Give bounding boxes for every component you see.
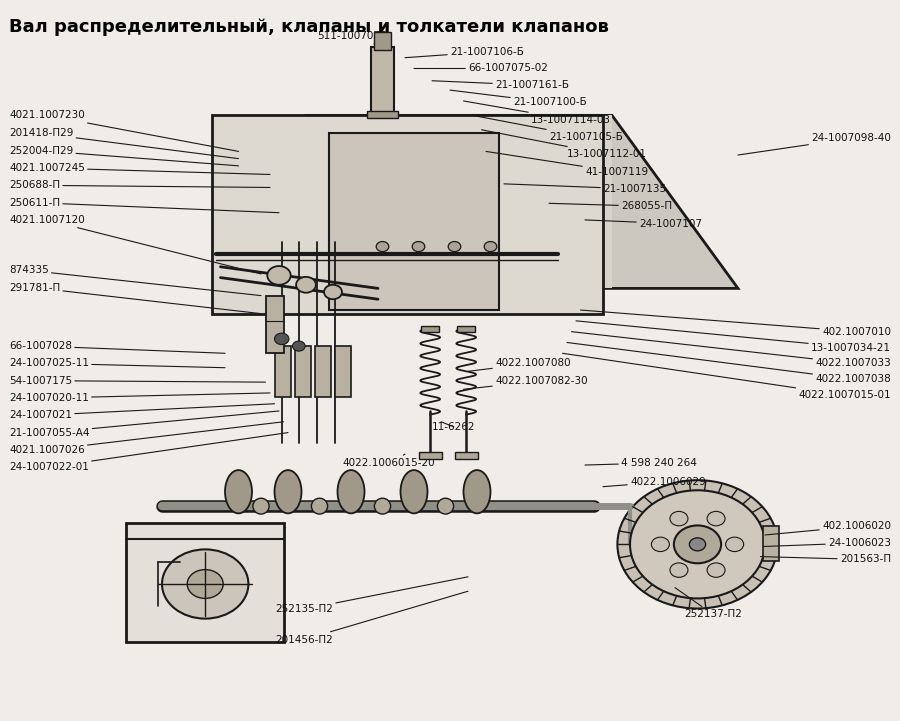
FancyBboxPatch shape [421,326,439,332]
Text: 4021.1007230: 4021.1007230 [9,110,238,151]
Text: 21-1007105-Б: 21-1007105-Б [472,115,623,142]
Ellipse shape [464,470,490,513]
Circle shape [652,537,670,552]
FancyBboxPatch shape [126,523,284,642]
FancyBboxPatch shape [763,526,779,561]
Circle shape [707,563,725,578]
Text: 24-1007021: 24-1007021 [9,404,274,420]
Circle shape [448,242,461,252]
Text: 250611-П: 250611-П [9,198,279,213]
Ellipse shape [225,470,252,513]
FancyBboxPatch shape [374,32,391,50]
Text: 24-1007022-01: 24-1007022-01 [9,433,288,472]
Text: 252004-П29: 252004-П29 [9,146,238,166]
Ellipse shape [338,470,364,513]
FancyBboxPatch shape [266,296,284,353]
Text: 21-1007100-Б: 21-1007100-Б [450,90,587,107]
FancyBboxPatch shape [335,346,351,397]
FancyBboxPatch shape [328,133,500,310]
Polygon shape [306,115,738,288]
Circle shape [376,242,389,252]
Text: 4 598 240 264: 4 598 240 264 [585,458,697,468]
Circle shape [670,563,688,578]
FancyBboxPatch shape [315,346,331,397]
Text: 13-1007112-01: 13-1007112-01 [482,130,647,159]
Text: 4021.1007245: 4021.1007245 [9,163,270,174]
Text: 250688-П: 250688-П [9,180,270,190]
Text: 66-1007075-02: 66-1007075-02 [414,63,548,74]
Text: 402.1007010: 402.1007010 [580,310,891,337]
Text: 11-6262: 11-6262 [432,422,475,432]
Circle shape [162,549,248,619]
Text: 21-1007055-А4: 21-1007055-А4 [9,411,279,438]
Circle shape [292,341,305,351]
Text: Вал распределительный, клапаны и толкатели клапанов: Вал распределительный, клапаны и толкате… [9,18,609,36]
FancyBboxPatch shape [457,326,475,332]
Text: 874335: 874335 [9,265,261,296]
Circle shape [274,333,289,345]
Circle shape [267,266,291,285]
Ellipse shape [253,498,269,514]
Text: 268055-П: 268055-П [549,201,672,211]
Text: 4022.1007033: 4022.1007033 [572,332,891,368]
Ellipse shape [311,498,328,514]
Circle shape [630,490,765,598]
Text: 24-1006023: 24-1006023 [763,538,891,548]
Circle shape [187,570,223,598]
Text: 4022.1007038: 4022.1007038 [567,342,891,384]
FancyBboxPatch shape [274,346,291,397]
FancyBboxPatch shape [367,111,398,118]
Text: 66-1007028: 66-1007028 [9,341,225,353]
Text: 4022.1007080: 4022.1007080 [468,358,571,371]
Text: 201456-П2: 201456-П2 [275,591,468,645]
Text: 252135-П2: 252135-П2 [275,577,468,614]
Text: 4022.1007015-01: 4022.1007015-01 [562,353,891,400]
Text: 4021.1007120: 4021.1007120 [9,215,261,274]
Ellipse shape [437,498,454,514]
Text: 201418-П29: 201418-П29 [9,128,238,159]
Circle shape [725,537,743,552]
FancyBboxPatch shape [454,452,478,459]
FancyBboxPatch shape [295,346,311,397]
Text: 201563-П: 201563-П [760,554,891,565]
FancyBboxPatch shape [306,115,612,288]
Text: 24-1007025-11: 24-1007025-11 [9,358,225,368]
Text: 4022.1006015-20: 4022.1006015-20 [342,454,435,468]
Text: 13-1007034-21: 13-1007034-21 [576,321,891,353]
Circle shape [689,538,706,551]
Ellipse shape [400,470,428,513]
Text: 24-1007020-11: 24-1007020-11 [9,393,270,403]
Circle shape [296,277,316,293]
Text: 13-1007114-03: 13-1007114-03 [464,101,611,125]
Text: 291781-П: 291781-П [9,283,261,314]
Text: 41-1007119: 41-1007119 [486,151,648,177]
Circle shape [617,480,778,609]
Text: 24-1007107: 24-1007107 [585,218,702,229]
Text: 24-1007098-40: 24-1007098-40 [738,133,891,155]
Text: 511-1007076: 511-1007076 [318,31,387,47]
Text: 21-1007161-Б: 21-1007161-Б [432,80,569,90]
Text: 21-1007135: 21-1007135 [504,184,666,194]
FancyBboxPatch shape [418,452,442,459]
Text: 4022.1006029: 4022.1006029 [603,477,706,487]
Circle shape [674,526,721,563]
Circle shape [670,511,688,526]
Text: 252137-П2: 252137-П2 [675,588,742,619]
Text: 54-1007175: 54-1007175 [9,376,266,386]
Circle shape [412,242,425,252]
Text: 4021.1007026: 4021.1007026 [9,422,284,455]
FancyBboxPatch shape [371,47,394,115]
Circle shape [324,285,342,299]
Ellipse shape [374,498,391,514]
Text: 402.1006020: 402.1006020 [765,521,891,535]
Text: 4022.1007082-30: 4022.1007082-30 [464,376,588,389]
FancyBboxPatch shape [212,115,603,314]
Ellipse shape [274,470,302,513]
Text: 21-1007106-Б: 21-1007106-Б [405,47,524,58]
Circle shape [484,242,497,252]
Circle shape [707,511,725,526]
